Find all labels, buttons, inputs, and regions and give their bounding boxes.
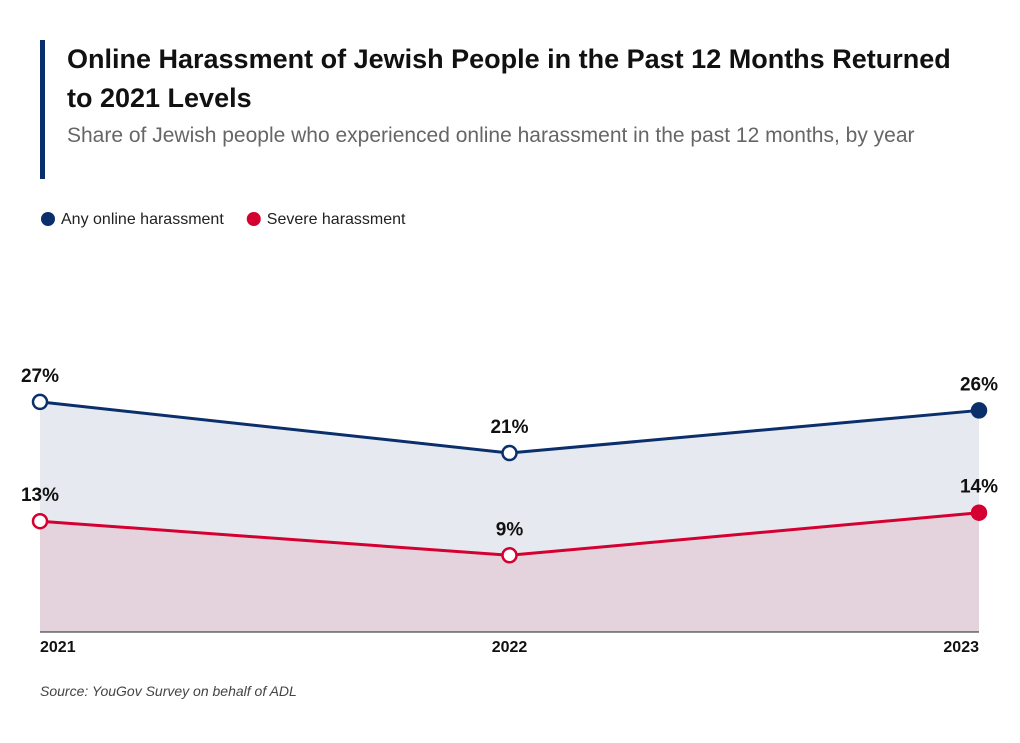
area bbox=[40, 401, 979, 632]
x-tick-label: 2021 bbox=[40, 639, 76, 656]
point bbox=[31, 512, 49, 530]
point bbox=[501, 547, 518, 564]
point bbox=[31, 393, 49, 411]
point bbox=[970, 402, 988, 419]
point bbox=[970, 504, 988, 521]
value-label: 14% bbox=[960, 477, 998, 498]
legend-label: Any online harassment bbox=[61, 211, 224, 228]
chart-title: Online Harassment of Jewish People in th… bbox=[67, 44, 951, 113]
value-label: 21% bbox=[490, 417, 528, 438]
x-tick-label: 2022 bbox=[492, 639, 528, 656]
point bbox=[501, 444, 518, 462]
x-tick-label: 2023 bbox=[943, 639, 979, 656]
value-label: 27% bbox=[21, 366, 59, 387]
value-label: 9% bbox=[496, 519, 524, 540]
source-note: Source: YouGov Survey on behalf of ADL bbox=[40, 683, 297, 699]
area bbox=[40, 512, 979, 632]
legend-marker bbox=[246, 212, 261, 226]
value-label: 26% bbox=[960, 374, 998, 395]
legend-marker bbox=[41, 212, 55, 226]
chart-subtitle: Share of Jewish people who experienced o… bbox=[67, 124, 915, 147]
legend-label: Severe harassment bbox=[267, 211, 406, 228]
title-accent bbox=[40, 40, 45, 179]
value-label: 13% bbox=[21, 485, 59, 506]
